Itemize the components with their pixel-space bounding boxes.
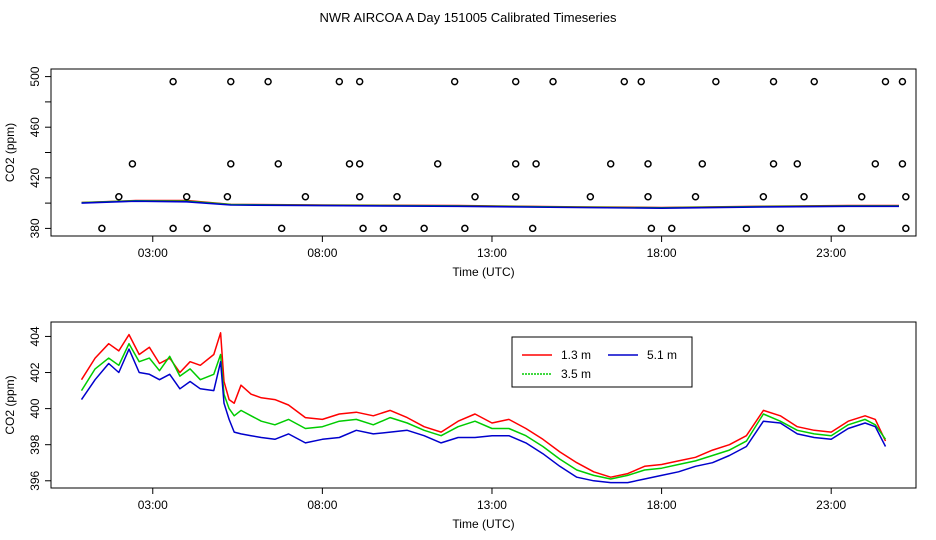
outlier-point (742, 224, 751, 233)
outlier-point (169, 77, 177, 86)
x-axis-title: Time (UTC) (452, 517, 514, 531)
outlier-point (274, 160, 283, 168)
x-tick-label: 13:00 (477, 498, 507, 512)
outlier-point (644, 160, 652, 168)
outlier-point (355, 160, 364, 168)
outlier-point (776, 224, 785, 233)
y-tick-label: 400 (28, 398, 42, 418)
outlier-point (647, 224, 656, 233)
outlier-point (837, 224, 846, 233)
outlier-point (902, 193, 910, 201)
outlier-point (264, 77, 272, 86)
x-tick-label: 18:00 (647, 498, 677, 512)
outlier-point (277, 224, 286, 233)
outlier-point (698, 160, 707, 168)
x-tick-label: 13:00 (477, 246, 507, 260)
x-tick-label: 08:00 (307, 498, 337, 512)
outlier-point (810, 77, 818, 86)
outlier-point (691, 193, 700, 201)
y-tick-label: 396 (28, 470, 42, 490)
outlier-point (433, 160, 442, 168)
outlier-point (227, 77, 235, 86)
outlier-point (450, 77, 459, 86)
y-tick-label: 404 (28, 326, 42, 346)
outlier-point (359, 224, 367, 233)
outlier-point (532, 160, 540, 168)
outlier-point (169, 224, 177, 233)
outlier-point (898, 160, 907, 168)
legend: 1.3 m 3.5 m 5.1 m (511, 336, 693, 388)
bottom-panel: 03:00 08:00 13:00 18:00 23:00 396 398 400 402 404… (3, 321, 917, 531)
outlier-point (793, 160, 802, 168)
legend-box (511, 336, 693, 388)
outlier-point (606, 160, 615, 168)
outlier-point (511, 77, 520, 86)
outlier-point (586, 193, 595, 201)
y-tick-label: 398 (28, 434, 42, 454)
x-tick-label: 08:00 (307, 246, 337, 260)
outlier-point (98, 224, 106, 233)
outlier-point (335, 77, 344, 86)
y-tick-label: 380 (28, 218, 42, 238)
outlier-point (128, 160, 137, 168)
x-tick-label: 23:00 (816, 498, 846, 512)
x-axis-title: Time (UTC) (452, 265, 514, 279)
outlier-point (393, 193, 401, 201)
outlier-point (644, 193, 652, 201)
y-axis-title: CO2 (ppm) (3, 123, 17, 182)
outlier-point (759, 193, 768, 201)
x-tick-label: 03:00 (138, 498, 168, 512)
legend-label: 3.5 m (561, 367, 591, 381)
outlier-point (203, 224, 211, 233)
outlier-point (800, 193, 808, 201)
series-line (80, 342, 887, 480)
y-tick-label: 402 (28, 362, 42, 382)
y-tick-label: 460 (28, 117, 42, 137)
outlier-point (355, 193, 364, 201)
outlier-point (511, 193, 520, 201)
outlier-point (902, 224, 910, 233)
outlier-point (471, 193, 479, 201)
outlier-point (528, 224, 537, 233)
outlier-point (881, 77, 890, 86)
outlier-point (769, 160, 778, 168)
y-tick-label: 420 (28, 167, 42, 187)
outlier-point (182, 193, 191, 201)
plot-frame (50, 68, 917, 237)
series-line (80, 332, 887, 478)
outlier-point (511, 160, 520, 168)
outlier-point (461, 224, 469, 233)
outlier-point (857, 193, 866, 201)
x-tick-label: 03:00 (138, 246, 168, 260)
top-panel: 03:00 08:00 13:00 18:00 23:00 380 420 460 500 Tim… (3, 66, 917, 279)
outlier-point (668, 224, 676, 233)
chart-title: NWR AIRCOA A Day 151005 Calibrated Times… (319, 10, 617, 25)
outlier-point (620, 77, 629, 86)
y-tick-label: 500 (28, 66, 42, 86)
y-axis-title: CO2 (ppm) (3, 375, 17, 434)
outlier-point (637, 77, 645, 86)
outlier-point (345, 160, 354, 168)
outlier-point (355, 77, 364, 86)
outlier-point (223, 193, 232, 201)
x-tick-label: 18:00 (647, 246, 677, 260)
outlier-point (769, 77, 778, 86)
outlier-point (712, 77, 720, 86)
series-line (81, 200, 899, 210)
outlier-point (301, 193, 310, 201)
outlier-point (871, 160, 880, 168)
outlier-point (420, 224, 428, 233)
legend-label: 5.1 m (647, 348, 677, 362)
outlier-point (379, 224, 388, 233)
legend-label: 1.3 m (561, 348, 591, 362)
outlier-point (549, 77, 557, 86)
outlier-point (115, 193, 123, 201)
outlier-point (227, 160, 235, 168)
outlier-point (898, 77, 907, 86)
series-line (80, 348, 887, 484)
plot-frame (50, 321, 917, 489)
x-tick-label: 23:00 (816, 246, 846, 260)
